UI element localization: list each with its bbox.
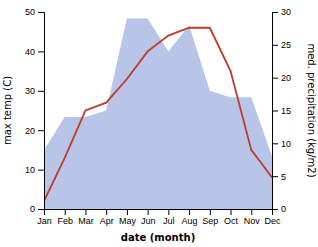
tick-label: Aug: [182, 216, 198, 226]
tick-label: 50: [25, 7, 35, 17]
tick-label: 20: [25, 126, 35, 136]
marks: [44, 19, 272, 209]
tick-label: 20: [281, 73, 291, 83]
tick-label: 15: [281, 106, 291, 116]
tick-label: 10: [281, 139, 291, 149]
tick: Feb: [57, 209, 73, 226]
tick: 10: [25, 165, 44, 175]
tick: Aug: [182, 209, 198, 226]
tick-label: Apr: [100, 216, 114, 226]
tick-label: Jun: [141, 216, 156, 226]
tick: 20: [272, 73, 291, 83]
x-axis-title: date (month): [121, 232, 195, 243]
tick-label: 25: [281, 40, 291, 50]
tick: 20: [25, 126, 44, 136]
tick-mark: [189, 209, 190, 215]
tick-mark: [272, 78, 278, 79]
tick-mark: [272, 45, 278, 46]
tick-mark: [148, 209, 149, 215]
tick: Mar: [78, 209, 94, 226]
tick-label: 40: [25, 47, 35, 57]
axis-line: [38, 13, 45, 210]
tick-label: Dec: [264, 216, 281, 226]
tick-label: Sep: [202, 216, 218, 226]
tick: 30: [25, 86, 44, 96]
line: [44, 28, 272, 201]
tick-mark: [231, 209, 232, 215]
x-axis: Jan Feb Mar Apr May Jun Jul Aug Sep Oct NovDec: [37, 209, 281, 226]
chart: JanFebMarAprMayJunJulAugSepOctNovDec0102…: [0, 0, 318, 247]
tick-mark: [127, 209, 128, 215]
y-axis-title: max temp (C): [2, 76, 13, 145]
tick-mark: [272, 12, 278, 13]
tick-label: Oct: [224, 216, 239, 226]
tick-mark: [251, 209, 252, 215]
tick: Jun: [141, 209, 156, 226]
tick: 0: [272, 204, 286, 214]
tick-label: 0: [30, 204, 35, 214]
axis-line: [273, 13, 279, 210]
y2-axis-title: med. precipitation (kg/m2): [306, 43, 317, 177]
tick: Dec: [264, 209, 281, 226]
tick: Jul: [163, 209, 175, 226]
tick-mark: [210, 209, 211, 215]
tick-label: 30: [25, 86, 35, 96]
tick: Oct: [224, 209, 239, 226]
plot: JanFebMarAprMayJunJulAugSepOctNovDec0102…: [25, 7, 291, 226]
tick-mark: [65, 209, 66, 215]
tick-mark: [38, 130, 44, 131]
tick-mark: [38, 12, 44, 13]
tick-mark: [38, 209, 44, 210]
y-axis: 0 10 20 30 40 50: [25, 7, 45, 214]
axis-line: [45, 210, 273, 216]
tick-mark: [272, 143, 278, 144]
area: [44, 19, 272, 209]
tick-label: Feb: [57, 216, 73, 226]
tick: Nov: [244, 209, 261, 226]
tick: Sep: [202, 209, 218, 226]
tick-label: Nov: [244, 216, 261, 226]
tick-mark: [272, 176, 278, 177]
tick-label: 0: [281, 204, 286, 214]
tick: 40: [25, 47, 44, 57]
tick-mark: [38, 51, 44, 52]
tick: May: [119, 209, 137, 226]
y2-axis: 0 5 10 15 20 25 30: [272, 7, 291, 214]
tick: 5: [272, 172, 286, 182]
tick: Jan: [37, 209, 52, 226]
tick-label: 5: [281, 172, 286, 182]
tick-mark: [85, 209, 86, 215]
tick-mark: [272, 209, 278, 210]
tick: 15: [272, 106, 291, 116]
tick-label: May: [119, 216, 137, 226]
tick: 10: [272, 139, 291, 149]
tick-label: 30: [281, 7, 291, 17]
tick-label: Mar: [78, 216, 94, 226]
tick: Apr: [100, 209, 114, 226]
tick-label: Jul: [163, 216, 175, 226]
tick: 25: [272, 40, 291, 50]
tick-mark: [106, 209, 107, 215]
tick-label: 10: [25, 165, 35, 175]
tick: 50: [25, 7, 44, 17]
tick-mark: [272, 111, 278, 112]
tick-mark: [38, 170, 44, 171]
tick: 30: [272, 7, 291, 17]
tick: 0: [30, 204, 44, 214]
tick-label: Jan: [37, 216, 52, 226]
tick-mark: [38, 91, 44, 92]
tick-mark: [168, 209, 169, 215]
